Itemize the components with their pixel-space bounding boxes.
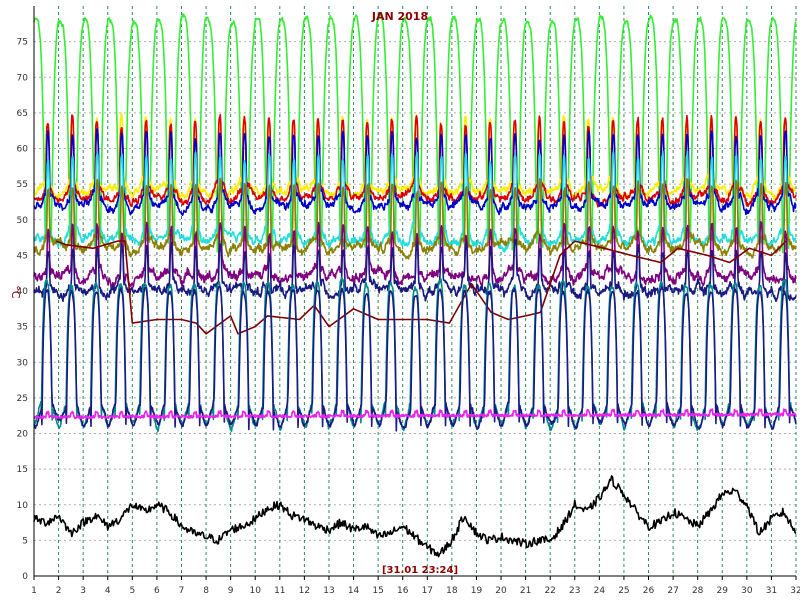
y-tick-label: 0 [22, 572, 28, 582]
series-line-8 [33, 238, 797, 303]
x-tick-label: 19 [471, 586, 483, 596]
y-tick-label: 10 [17, 501, 29, 511]
x-tick-label: 25 [618, 586, 629, 596]
y-tick-label: 20 [17, 430, 29, 440]
x-tick-label: 17 [422, 586, 433, 596]
series-line-12 [33, 408, 797, 420]
series-line-5 [33, 150, 797, 253]
y-tick-label: 30 [17, 358, 29, 368]
x-tick-label: 26 [643, 586, 655, 596]
x-tick-label: 8 [203, 586, 209, 596]
x-tick-label: 10 [249, 586, 261, 596]
y-tick-label: 50 [17, 216, 29, 226]
y-tick-label: 35 [17, 323, 28, 333]
y-tick-label: 25 [17, 394, 28, 404]
y-tick-label: 40 [17, 287, 29, 297]
series-line-3 [33, 114, 797, 208]
x-tick-label: 21 [520, 586, 531, 596]
y-tick-label: 65 [17, 109, 28, 119]
x-tick-label: 22 [544, 586, 555, 596]
x-tick-label: 28 [692, 586, 704, 596]
x-tick-label: 30 [741, 586, 753, 596]
y-axis-unit: °C [9, 285, 22, 299]
x-tick-label: 18 [446, 586, 458, 596]
x-tick-label: 3 [80, 586, 86, 596]
x-tick-label: 24 [594, 586, 606, 596]
y-tick-label: 55 [17, 180, 28, 190]
y-tick-label: 70 [17, 73, 29, 83]
y-tick-label: 75 [17, 38, 28, 48]
series-line-6 [33, 177, 797, 260]
x-tick-label: 23 [569, 586, 580, 596]
x-tick-label: 6 [154, 586, 160, 596]
x-tick-label: 15 [372, 586, 383, 596]
x-tick-label: 29 [717, 586, 729, 596]
x-tick-label: 20 [495, 586, 507, 596]
y-tick-label: 60 [17, 145, 29, 155]
cursor-timestamp: [31.01 23:24] [382, 565, 458, 576]
y-tick-label: 15 [17, 465, 28, 475]
chart-title: JAN 2018 [371, 10, 428, 23]
x-tick-label: 7 [179, 586, 185, 596]
x-tick-label: 27 [667, 586, 678, 596]
x-tick-label: 1 [31, 586, 37, 596]
x-tick-label: 2 [56, 586, 62, 596]
x-tick-label: 9 [228, 586, 234, 596]
x-tick-label: 4 [105, 586, 111, 596]
x-tick-label: 5 [129, 586, 135, 596]
x-tick-label: 12 [299, 586, 310, 596]
x-tick-label: 13 [323, 586, 334, 596]
series-line-13 [33, 475, 797, 558]
x-tick-label: 11 [274, 586, 285, 596]
series-line-9 [55, 240, 787, 335]
x-tick-label: 32 [790, 586, 800, 596]
y-tick-label: 5 [22, 536, 28, 546]
x-tick-label: 31 [766, 586, 777, 596]
x-tick-label: 14 [348, 586, 360, 596]
series-group [33, 13, 797, 558]
x-tick-label: 16 [397, 586, 409, 596]
y-tick-label: 45 [17, 251, 28, 261]
